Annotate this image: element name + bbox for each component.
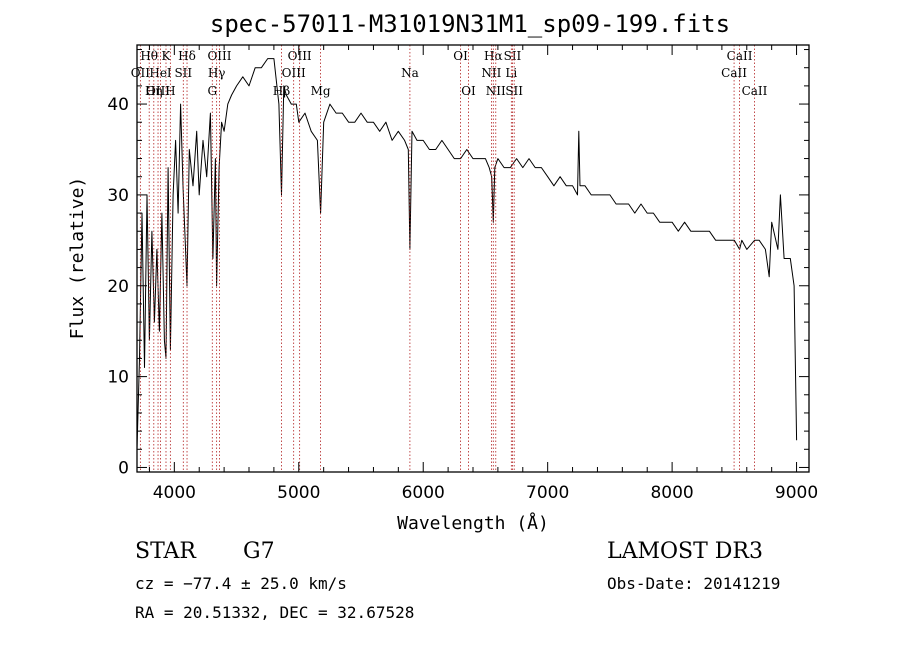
line-marker-label: OII: [131, 66, 151, 80]
redshift-velocity: cz = −77.4 ± 25.0 km/s: [135, 574, 347, 593]
x-tick-label: 4000: [153, 483, 196, 503]
x-tick-label: 8000: [650, 483, 693, 503]
observation-date: Obs-Date: 20141219: [607, 574, 781, 593]
line-marker-label: Hβ: [273, 84, 290, 98]
line-marker-label: Na: [401, 66, 419, 80]
spectral-subclass: G7: [243, 539, 275, 564]
line-marker-label: NII: [486, 84, 506, 98]
y-axis-label: Flux (relative): [67, 177, 88, 340]
line-marker-label: Mg: [311, 84, 331, 98]
line-marker-label: Hα: [484, 49, 503, 63]
y-tick-label: 30: [107, 186, 129, 206]
line-marker-label: SII: [505, 84, 523, 98]
line-marker-label: H: [165, 84, 175, 98]
chart-title: spec-57011-M31019N31M1_sp09-199.fits: [210, 10, 730, 38]
line-marker-label: Li: [505, 66, 517, 80]
spectrum-series-line: [136, 58, 798, 450]
line-marker-label: Hθ: [140, 49, 158, 63]
line-marker-label: Hδ: [178, 49, 196, 63]
x-tick-label: 6000: [402, 483, 445, 503]
line-marker-label: OIII: [207, 49, 231, 63]
line-marker-label: Hη: [145, 84, 163, 98]
line-marker-label: CaII: [727, 49, 753, 63]
plot-frame: [136, 44, 810, 473]
y-tick-label: 0: [118, 458, 129, 478]
sky-coordinates: RA = 20.51332, DEC = 32.67528: [135, 603, 415, 622]
line-marker-label: K: [162, 49, 172, 63]
x-tick-label: 5000: [277, 483, 320, 503]
y-tick-label: 20: [107, 277, 129, 297]
line-marker-label: NII: [481, 66, 501, 80]
line-marker-label: OIII: [146, 84, 170, 98]
x-tick-label: 9000: [775, 483, 818, 503]
object-class: STAR: [135, 539, 196, 564]
x-axis-label: Wavelength (Å): [397, 512, 549, 534]
line-marker-label: SII: [504, 49, 522, 63]
line-marker-label: CaII: [742, 84, 768, 98]
line-marker-label: OIII: [282, 66, 306, 80]
line-marker-label: OIII: [288, 49, 312, 63]
line-marker-label: OI: [461, 84, 476, 98]
line-marker-label: Hγ: [208, 66, 226, 80]
line-marker-label: SII: [174, 66, 192, 80]
survey-name: LAMOST DR3: [607, 539, 763, 564]
y-tick-label: 10: [107, 368, 129, 388]
y-tick-label: 40: [107, 95, 129, 115]
line-marker-label: G: [207, 84, 217, 98]
line-marker-label: HeI: [149, 66, 172, 80]
x-tick-label: 7000: [526, 483, 569, 503]
line-marker-label: CaII: [721, 66, 747, 80]
line-marker-label: OI: [453, 49, 468, 63]
